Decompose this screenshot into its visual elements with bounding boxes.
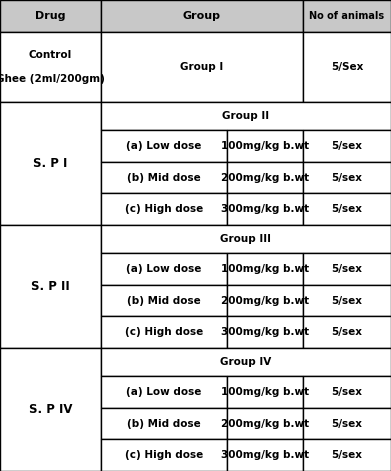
Text: 5/sex: 5/sex <box>332 419 362 429</box>
Text: 5/sex: 5/sex <box>332 172 362 182</box>
Bar <box>101 225 391 253</box>
Text: Group III: Group III <box>221 234 271 244</box>
Text: 300mg/kg b.wt: 300mg/kg b.wt <box>221 204 309 214</box>
Bar <box>101 0 303 32</box>
Bar <box>303 253 391 284</box>
Text: (c) High dose: (c) High dose <box>125 327 203 337</box>
Bar <box>0 32 101 102</box>
Text: No of animals: No of animals <box>309 11 385 21</box>
Text: (c) High dose: (c) High dose <box>125 204 203 214</box>
Text: Drug: Drug <box>35 11 66 21</box>
Bar <box>227 376 303 408</box>
Bar <box>227 317 303 348</box>
Text: 200mg/kg b.wt: 200mg/kg b.wt <box>221 295 309 306</box>
Bar <box>101 348 391 376</box>
Text: 300mg/kg b.wt: 300mg/kg b.wt <box>221 327 309 337</box>
Text: Group IV: Group IV <box>220 357 272 367</box>
Bar <box>101 102 391 130</box>
Bar <box>303 317 391 348</box>
Text: 200mg/kg b.wt: 200mg/kg b.wt <box>221 172 309 182</box>
Text: 5/sex: 5/sex <box>332 450 362 460</box>
Bar <box>101 439 227 471</box>
Bar <box>303 32 391 102</box>
Text: 5/sex: 5/sex <box>332 264 362 274</box>
Bar <box>101 193 227 225</box>
Text: 5/sex: 5/sex <box>332 295 362 306</box>
Text: (b) Mid dose: (b) Mid dose <box>127 419 201 429</box>
Bar <box>0 225 101 348</box>
Text: (a) Low dose: (a) Low dose <box>126 264 201 274</box>
Text: Group II: Group II <box>222 111 269 121</box>
Bar <box>303 193 391 225</box>
Bar <box>101 253 227 284</box>
Bar <box>227 193 303 225</box>
Text: 5/Sex: 5/Sex <box>331 62 363 72</box>
Bar <box>303 439 391 471</box>
Bar <box>303 0 391 32</box>
Bar <box>227 253 303 284</box>
Text: (b) Mid dose: (b) Mid dose <box>127 295 201 306</box>
Text: (a) Low dose: (a) Low dose <box>126 141 201 151</box>
Bar <box>303 408 391 439</box>
Text: S. P II: S. P II <box>31 280 70 293</box>
Bar <box>101 162 227 193</box>
Bar <box>101 32 303 102</box>
Bar <box>303 284 391 317</box>
Text: S. P IV: S. P IV <box>29 403 72 416</box>
Text: 5/sex: 5/sex <box>332 204 362 214</box>
Text: 100mg/kg b.wt: 100mg/kg b.wt <box>221 387 309 397</box>
Bar <box>0 102 101 225</box>
Bar <box>101 408 227 439</box>
Bar <box>303 376 391 408</box>
Bar <box>303 130 391 162</box>
Text: Control

Ghee (2ml/200gm): Control Ghee (2ml/200gm) <box>0 50 105 83</box>
Bar <box>101 284 227 317</box>
Bar <box>101 376 227 408</box>
Text: Group: Group <box>183 11 221 21</box>
Text: Group I: Group I <box>180 62 224 72</box>
Bar <box>227 439 303 471</box>
Text: 5/sex: 5/sex <box>332 387 362 397</box>
Bar <box>101 130 227 162</box>
Bar <box>303 162 391 193</box>
Text: S. P I: S. P I <box>33 157 68 170</box>
Text: 300mg/kg b.wt: 300mg/kg b.wt <box>221 450 309 460</box>
Text: 5/sex: 5/sex <box>332 327 362 337</box>
Bar <box>227 408 303 439</box>
Bar <box>227 130 303 162</box>
Text: 100mg/kg b.wt: 100mg/kg b.wt <box>221 264 309 274</box>
Text: 100mg/kg b.wt: 100mg/kg b.wt <box>221 141 309 151</box>
Text: 5/sex: 5/sex <box>332 141 362 151</box>
Text: 200mg/kg b.wt: 200mg/kg b.wt <box>221 419 309 429</box>
Bar <box>227 284 303 317</box>
Bar <box>227 162 303 193</box>
Text: (c) High dose: (c) High dose <box>125 450 203 460</box>
Bar <box>0 348 101 471</box>
Bar <box>101 317 227 348</box>
Text: (b) Mid dose: (b) Mid dose <box>127 172 201 182</box>
Text: (a) Low dose: (a) Low dose <box>126 387 201 397</box>
Bar <box>0 0 101 32</box>
